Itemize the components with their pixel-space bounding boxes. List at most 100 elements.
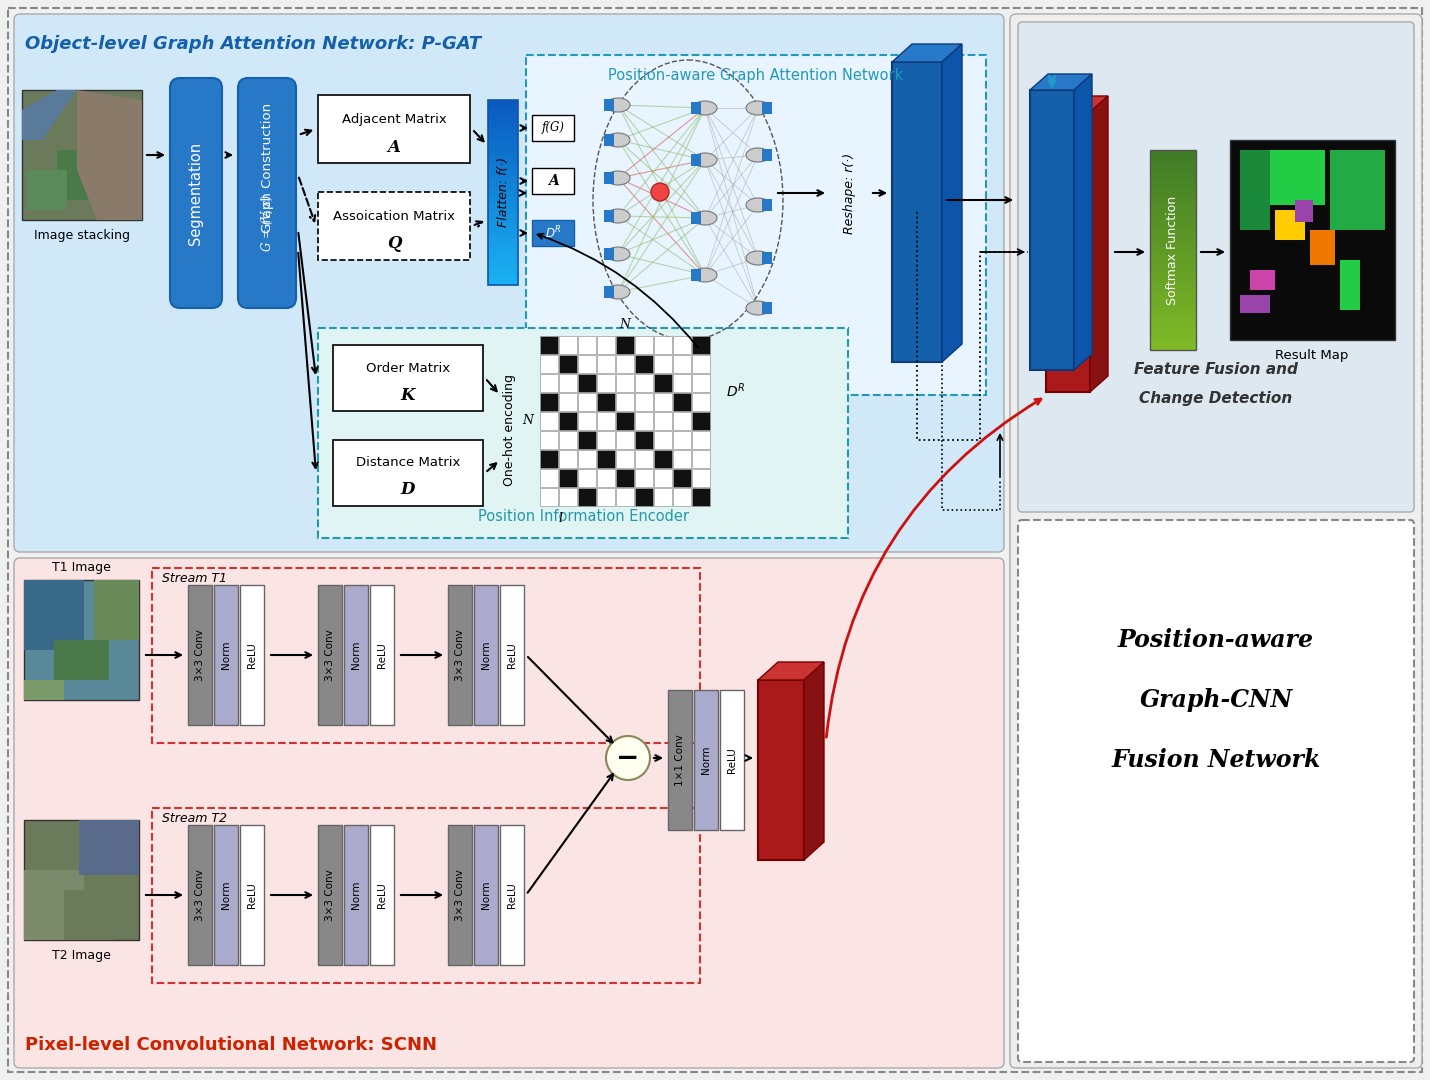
Bar (578, 411, 596, 430)
Text: N: N (522, 415, 533, 428)
Bar (674, 469, 691, 487)
FancyBboxPatch shape (1018, 519, 1414, 1062)
Text: ReLU: ReLU (247, 882, 257, 908)
Bar (635, 336, 654, 354)
Bar (578, 355, 596, 373)
Bar (1045, 112, 1090, 392)
Bar (596, 374, 615, 392)
Bar (692, 488, 711, 507)
Ellipse shape (606, 247, 631, 261)
Bar (596, 469, 615, 487)
Bar (500, 825, 523, 966)
Text: 3×3 Conv: 3×3 Conv (325, 869, 335, 921)
Text: Norm: Norm (350, 640, 360, 670)
Bar (603, 248, 613, 260)
Text: 3×3 Conv: 3×3 Conv (194, 630, 204, 680)
Bar (1150, 150, 1195, 350)
Text: ReLU: ReLU (378, 643, 388, 667)
Bar (616, 488, 633, 507)
FancyBboxPatch shape (1010, 14, 1421, 1068)
Bar (1230, 140, 1396, 340)
Bar (616, 469, 633, 487)
Bar (317, 192, 470, 260)
Bar (532, 114, 573, 141)
Bar (692, 469, 711, 487)
Bar (541, 431, 558, 449)
Polygon shape (1074, 75, 1093, 370)
Ellipse shape (606, 133, 631, 147)
Bar (616, 411, 633, 430)
Bar (79, 820, 139, 875)
Bar (500, 585, 523, 725)
Text: Reshape: r(·): Reshape: r(·) (844, 152, 857, 233)
Text: 3×3 Conv: 3×3 Conv (455, 630, 465, 680)
Text: Segmentation: Segmentation (189, 141, 203, 244)
Bar (541, 450, 558, 468)
Bar (541, 336, 558, 354)
Ellipse shape (746, 102, 769, 114)
Bar (654, 393, 672, 411)
Bar (370, 825, 395, 966)
Text: Norm: Norm (222, 881, 232, 909)
Bar (616, 374, 633, 392)
Bar (448, 585, 472, 725)
Text: Norm: Norm (350, 881, 360, 909)
Ellipse shape (606, 285, 631, 299)
Bar (64, 890, 114, 940)
Text: Stream T2: Stream T2 (162, 811, 227, 824)
Text: ReLU: ReLU (247, 643, 257, 667)
Polygon shape (21, 90, 77, 140)
Text: Graph Construction: Graph Construction (260, 103, 273, 233)
Bar (240, 585, 265, 725)
Bar (1310, 230, 1336, 265)
Bar (541, 355, 558, 373)
Bar (691, 212, 701, 224)
Text: l: l (558, 513, 562, 526)
Text: N: N (619, 318, 631, 330)
Bar (532, 220, 573, 246)
Text: Softmax Function: Softmax Function (1167, 195, 1180, 305)
Bar (654, 374, 672, 392)
Bar (448, 825, 472, 966)
Bar (473, 585, 498, 725)
Bar (473, 825, 498, 966)
Text: A: A (548, 174, 558, 188)
Text: Result Map: Result Map (1276, 350, 1348, 363)
Bar (692, 355, 711, 373)
Bar (187, 585, 212, 725)
Bar (559, 488, 576, 507)
Ellipse shape (694, 268, 716, 282)
Bar (674, 411, 691, 430)
Bar (674, 374, 691, 392)
Text: −: − (616, 744, 639, 772)
Bar (1270, 150, 1326, 205)
Bar (635, 469, 654, 487)
Bar (345, 585, 368, 725)
Bar (24, 580, 139, 700)
Bar (654, 488, 672, 507)
Bar (635, 355, 654, 373)
Bar (578, 450, 596, 468)
Bar (674, 431, 691, 449)
Bar (616, 355, 633, 373)
Polygon shape (942, 44, 962, 362)
Text: Stream T1: Stream T1 (162, 571, 227, 584)
Bar (596, 355, 615, 373)
FancyBboxPatch shape (14, 558, 1004, 1068)
Bar (24, 820, 139, 940)
Bar (603, 286, 613, 298)
Bar (596, 336, 615, 354)
Bar (694, 690, 718, 831)
Bar (692, 431, 711, 449)
Polygon shape (758, 662, 824, 680)
Bar (317, 95, 470, 163)
Bar (559, 393, 576, 411)
Bar (578, 393, 596, 411)
Bar (559, 374, 576, 392)
Polygon shape (1090, 96, 1108, 392)
Text: Norm: Norm (480, 640, 490, 670)
Text: Feature Fusion and: Feature Fusion and (1134, 363, 1298, 378)
Bar (635, 374, 654, 392)
Bar (541, 488, 558, 507)
Bar (692, 374, 711, 392)
